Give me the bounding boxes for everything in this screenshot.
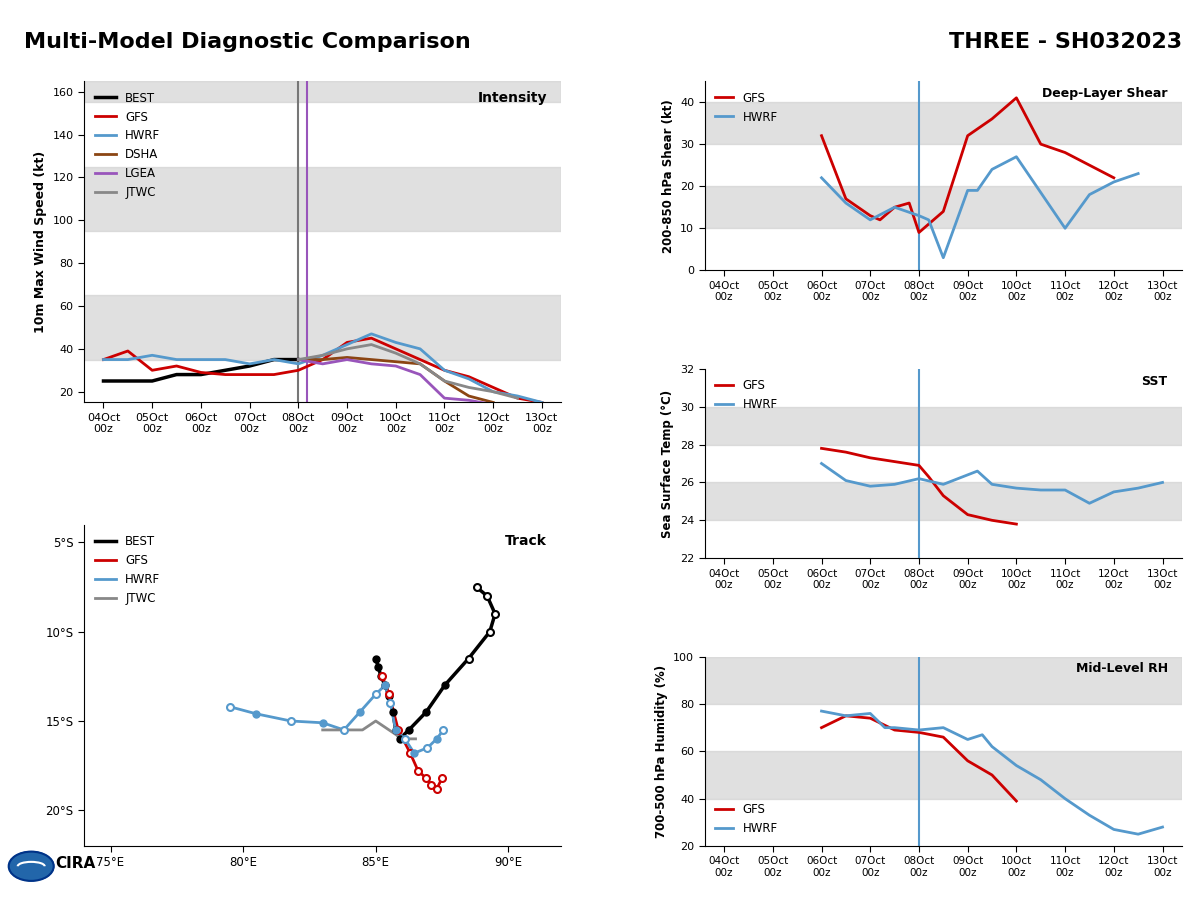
Bar: [704, 657, 1182, 704]
Bar: [704, 752, 1182, 798]
Text: THREE - SH032023: THREE - SH032023: [949, 32, 1182, 51]
Bar: [84, 166, 562, 231]
Text: Track: Track: [505, 535, 547, 548]
Legend: BEST, GFS, HWRF, DSHA, LGEA, JTWC: BEST, GFS, HWRF, DSHA, LGEA, JTWC: [90, 87, 166, 204]
Legend: GFS, HWRF: GFS, HWRF: [710, 799, 782, 840]
Bar: [704, 482, 1182, 520]
Circle shape: [8, 851, 54, 881]
Y-axis label: 200-850 hPa Shear (kt): 200-850 hPa Shear (kt): [661, 99, 674, 253]
Y-axis label: 10m Max Wind Speed (kt): 10m Max Wind Speed (kt): [34, 150, 47, 333]
Y-axis label: Sea Surface Temp (°C): Sea Surface Temp (°C): [661, 390, 674, 537]
Legend: GFS, HWRF: GFS, HWRF: [710, 374, 782, 416]
Legend: GFS, HWRF: GFS, HWRF: [710, 87, 782, 128]
Bar: [704, 407, 1182, 445]
Text: Mid-Level RH: Mid-Level RH: [1075, 662, 1168, 675]
Text: Multi-Model Diagnostic Comparison: Multi-Model Diagnostic Comparison: [24, 32, 470, 51]
Text: SST: SST: [1141, 374, 1168, 388]
Y-axis label: 700-500 hPa Humidity (%): 700-500 hPa Humidity (%): [655, 665, 667, 838]
Bar: [704, 102, 1182, 144]
Text: Deep-Layer Shear: Deep-Layer Shear: [1042, 86, 1168, 100]
Text: CIRA: CIRA: [55, 856, 96, 871]
Bar: [84, 81, 562, 103]
Text: Intensity: Intensity: [478, 91, 547, 104]
Bar: [84, 295, 562, 360]
Legend: BEST, GFS, HWRF, JTWC: BEST, GFS, HWRF, JTWC: [90, 530, 166, 609]
Bar: [704, 186, 1182, 229]
